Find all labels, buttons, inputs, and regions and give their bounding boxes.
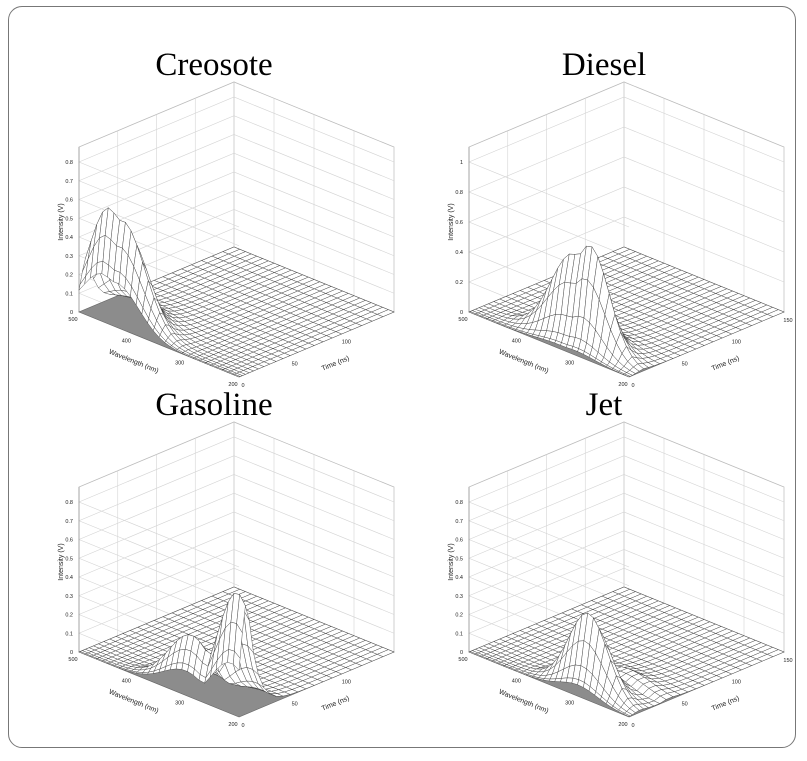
z-tick-label: 0.6	[455, 220, 463, 226]
z-tick-label: 0.7	[455, 519, 463, 525]
y-tick-label: 50	[682, 361, 688, 367]
z-tick-label: 0.6	[65, 538, 73, 544]
y-tick-label: 100	[342, 340, 351, 346]
surface-plot: 0 0.1 0.2 0.3 0.4 0.5 0.6 0.7 0.8 500 400 300 200 0 50…	[58, 421, 395, 729]
y-axis-title: Time (ns)	[711, 695, 741, 712]
y-tick-label: 100	[342, 680, 351, 686]
x-axis-title: Wavelength (nm)	[498, 689, 550, 715]
z-tick-label: 0	[70, 650, 73, 656]
y-axis-title: Time (ns)	[321, 355, 351, 372]
z-axis-title: Intensity (V)	[58, 543, 65, 580]
z-tick-label: 0	[460, 310, 463, 316]
x-tick-label: 500	[458, 657, 467, 663]
chart-title: Creosote	[155, 47, 273, 83]
surface-plot: 0 0.1 0.2 0.3 0.4 0.5 0.6 0.7 0.8 500 400 300 200 0 50…	[58, 81, 395, 389]
mesh-cell	[233, 650, 241, 671]
diesel-panel: Diesel 0 0.2 0.4 0.6 0.8 1 500 400 300 200 0 50 100 1…	[409, 47, 799, 417]
x-tick-label: 500	[68, 657, 77, 663]
z-tick-label: 0.3	[455, 594, 463, 600]
chart-title: Diesel	[561, 47, 647, 83]
z-tick-label: 0.8	[65, 160, 73, 166]
x-tick-label: 500	[68, 317, 77, 323]
z-tick-label: 0	[70, 310, 73, 316]
chart-title: Gasoline	[155, 387, 273, 423]
z-axis-title: Intensity (V)	[448, 543, 455, 580]
x-tick-label: 300	[565, 360, 574, 366]
x-axis-title: Wavelength (nm)	[498, 349, 550, 375]
surface-mesh	[468, 245, 785, 378]
z-axis-title: Intensity (V)	[448, 203, 455, 240]
y-tick-label: 50	[292, 361, 298, 367]
z-tick-label: 0.3	[65, 594, 73, 600]
z-tick-label: 0.2	[455, 613, 463, 619]
z-tick-label: 0.5	[455, 556, 463, 562]
z-tick-label: 0.4	[65, 575, 73, 581]
x-tick-label: 400	[122, 339, 131, 345]
x-tick-label: 300	[175, 360, 184, 366]
surface-plot: 0 0.1 0.2 0.3 0.4 0.5 0.6 0.7 0.8 500 400 300 200 0 50…	[448, 421, 793, 729]
y-tick-label: 0	[631, 383, 634, 389]
y-axis-title: Time (ns)	[321, 695, 351, 712]
z-tick-label: 0.1	[65, 631, 73, 637]
surface-plot: 0 0.2 0.4 0.6 0.8 1 500 400 300 200 0 50 100 150 Inten…	[448, 81, 793, 389]
z-tick-label: 0.8	[455, 190, 463, 196]
x-axis-title: Wavelength (nm)	[108, 349, 160, 375]
mesh-cell	[622, 712, 631, 717]
y-tick-label: 100	[732, 680, 741, 686]
x-axis-title: Wavelength (nm)	[108, 689, 160, 715]
z-tick-label: 0.7	[65, 179, 73, 185]
z-tick-label: 0.5	[65, 556, 73, 562]
y-tick-label: 100	[732, 340, 741, 346]
z-tick-label: 0.8	[65, 500, 73, 506]
axes-box	[468, 421, 785, 718]
z-tick-label: 0.2	[65, 613, 73, 619]
jet-panel: Jet 0 0.1 0.2 0.3 0.4 0.5 0.6 0.7 0.8 500 400 300 20…	[409, 387, 799, 757]
z-tick-label: 0.3	[65, 254, 73, 260]
z-tick-label: 0.1	[65, 291, 73, 297]
z-tick-label: 0.2	[455, 280, 463, 286]
figure-frame: Creosote 0 0.1 0.2 0.3 0.4 0.5 0.6 0.7 0.8 500 400…	[8, 6, 796, 748]
y-tick-label: 150	[783, 318, 792, 324]
x-tick-label: 400	[512, 679, 521, 685]
y-tick-label: 0	[241, 723, 244, 729]
y-tick-label: 0	[241, 383, 244, 389]
z-axis-title: Intensity (V)	[58, 203, 65, 240]
mesh-cell	[622, 373, 631, 378]
gasoline-panel: Gasoline 0 0.1 0.2 0.3 0.4 0.5 0.6 0.7 0.8 500 400…	[19, 387, 409, 757]
z-tick-label: 0.4	[455, 250, 463, 256]
z-tick-label: 0.6	[65, 198, 73, 204]
x-tick-label: 400	[122, 679, 131, 685]
x-tick-label: 300	[175, 700, 184, 706]
y-axis-title: Time (ns)	[711, 355, 741, 372]
surface-mesh	[78, 207, 395, 378]
x-tick-label: 300	[565, 700, 574, 706]
y-tick-label: 150	[783, 658, 792, 664]
x-tick-label: 200	[228, 722, 237, 728]
mesh-cell	[232, 373, 241, 378]
y-tick-label: 50	[682, 701, 688, 707]
z-tick-label: 0.6	[455, 538, 463, 544]
x-tick-label: 400	[512, 339, 521, 345]
z-tick-label: 0	[460, 650, 463, 656]
z-tick-label: 0.4	[65, 235, 73, 241]
y-tick-label: 50	[292, 701, 298, 707]
z-tick-label: 0.4	[455, 575, 463, 581]
surface-mesh	[468, 586, 785, 717]
surface-mesh	[78, 586, 395, 697]
z-tick-label: 0.5	[65, 216, 73, 222]
axes-box	[78, 421, 395, 718]
creosote-panel: Creosote 0 0.1 0.2 0.3 0.4 0.5 0.6 0.7 0.8 500 400…	[19, 47, 409, 417]
z-tick-label: 1	[460, 160, 463, 166]
z-tick-label: 0.1	[455, 631, 463, 637]
x-tick-label: 200	[618, 722, 627, 728]
y-tick-label: 0	[631, 723, 634, 729]
z-tick-label: 0.2	[65, 273, 73, 279]
z-tick-label: 0.8	[455, 500, 463, 506]
x-tick-label: 200	[618, 382, 627, 388]
z-tick-label: 0.7	[65, 519, 73, 525]
x-tick-label: 200	[228, 382, 237, 388]
x-tick-label: 500	[458, 317, 467, 323]
chart-title: Jet	[585, 387, 623, 423]
